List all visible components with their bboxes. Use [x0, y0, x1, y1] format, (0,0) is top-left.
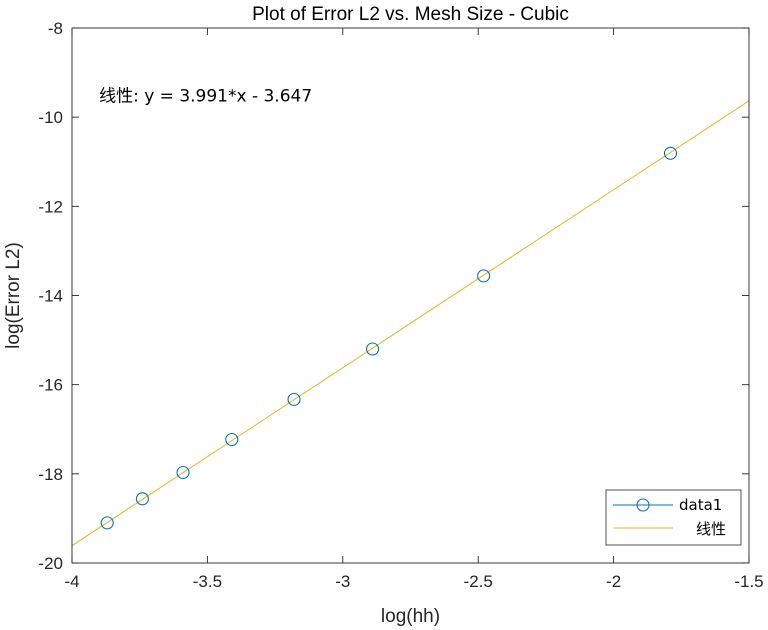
x-tick-label: -3	[335, 572, 350, 591]
x-axis-title: log(hh)	[381, 606, 440, 627]
x-tick-label: -4	[64, 572, 79, 591]
tick-labels-layer: -4 -3.5 -3 -2.5 -2 -1.5 -20 -18 -16 -14 -12 -10 -8	[38, 19, 763, 591]
y-tick-label: -16	[38, 376, 63, 395]
data-point	[366, 342, 380, 356]
data-point	[477, 269, 491, 283]
y-tick-label: -18	[38, 465, 63, 484]
fit-line	[72, 100, 749, 547]
y-tick-label: -20	[38, 554, 63, 573]
y-tick-label: -12	[38, 197, 63, 216]
legend-box	[605, 489, 742, 546]
x-tick-label: -2	[606, 572, 621, 591]
plot-background	[72, 28, 749, 563]
legend-marker-data1	[636, 498, 650, 512]
data-markers-layer	[100, 146, 678, 530]
chart-title: Plot of Error L2 vs. Mesh Size - Cubic	[252, 4, 569, 25]
data-point	[176, 465, 190, 480]
data-point	[225, 432, 239, 447]
fit-equation-annotation: 线性: y = 3.991*x - 3.647	[99, 87, 312, 107]
x-tick-label: -2.5	[464, 572, 493, 591]
legend-label-data1: data1	[679, 496, 722, 514]
x-tick-label: -3.5	[193, 572, 222, 591]
legend-label-fit: 线性	[696, 520, 726, 538]
y-tick-label: -10	[38, 108, 63, 127]
legend: data1 线性	[605, 489, 742, 546]
data-point	[135, 492, 149, 506]
y-tick-label: -8	[48, 19, 63, 38]
data-point	[287, 392, 301, 406]
plot-area	[72, 28, 749, 563]
fit-line-layer	[72, 100, 749, 547]
y-tick-label: -14	[38, 287, 63, 306]
data-point	[100, 516, 114, 530]
axes-layer	[71, 27, 750, 564]
y-axis-title: log(Error L2)	[3, 242, 24, 349]
x-tick-label: -1.5	[734, 572, 763, 591]
data-point	[663, 146, 678, 160]
